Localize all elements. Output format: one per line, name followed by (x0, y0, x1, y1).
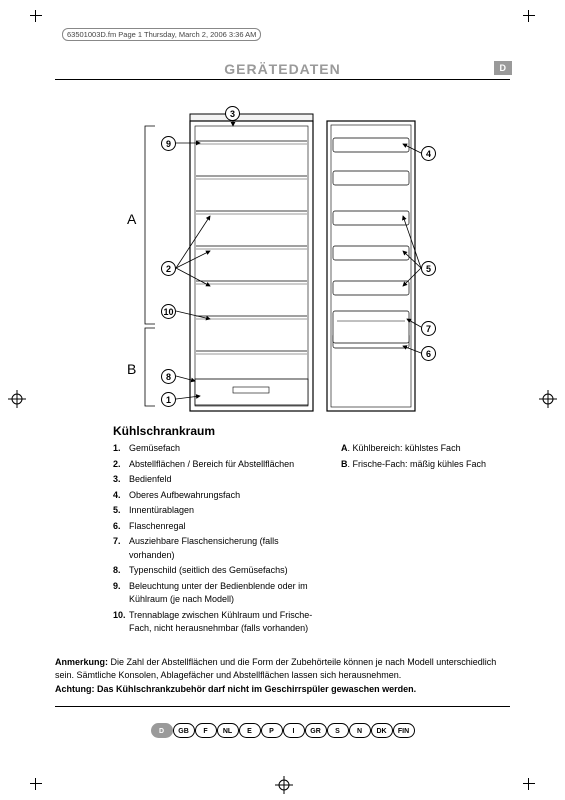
language-pill[interactable]: P (261, 723, 283, 738)
registration-mark (275, 776, 293, 794)
page-content: GERÄTEDATEN D 12345678910AB Kühlschrankr… (55, 55, 510, 745)
header-rule (55, 79, 510, 80)
note-block: Anmerkung: Die Zahl der Abstellflächen u… (55, 656, 510, 697)
page-title: GERÄTEDATEN (224, 61, 341, 77)
legend-item: 4.Oberes Aufbewahrungsfach (113, 489, 323, 503)
zone-label: B (127, 361, 136, 377)
page-header: GERÄTEDATEN D (55, 61, 510, 80)
zone-label: A (127, 211, 136, 227)
legend-item-number: 1. (113, 442, 129, 456)
note-text: Die Zahl der Abstellflächen und die Form… (55, 657, 496, 681)
language-pill[interactable]: FIN (393, 723, 415, 738)
legend-item-number: 4. (113, 489, 129, 503)
callout-circle: 8 (161, 369, 176, 384)
language-pill[interactable]: GB (173, 723, 195, 738)
registration-mark (8, 390, 26, 408)
legend-item: 5.Innentürablagen (113, 504, 323, 518)
language-pill[interactable]: GR (305, 723, 327, 738)
file-header: 63501003D.fm Page 1 Thursday, March 2, 2… (62, 28, 261, 41)
bottom-rule (55, 706, 510, 707)
zone-a-text: Kühlbereich: kühlstes Fach (353, 443, 461, 453)
language-pill[interactable]: I (283, 723, 305, 738)
legend-item: 6.Flaschenregal (113, 520, 323, 534)
legend-item-text: Flaschenregal (129, 520, 186, 534)
callout-circle: 1 (161, 392, 176, 407)
legend-item-text: Gemüsefach (129, 442, 180, 456)
callout-circle: 7 (421, 321, 436, 336)
legend-numbered: 1.Gemüsefach2.Abstellflächen / Bereich f… (113, 442, 323, 638)
legend-item: 1.Gemüsefach (113, 442, 323, 456)
zone-a-key: A (341, 443, 348, 453)
language-pill[interactable]: S (327, 723, 349, 738)
zone-b-text: Frische-Fach: mäßig kühles Fach (353, 459, 487, 469)
language-pill[interactable]: F (195, 723, 217, 738)
legend-row: 1.Gemüsefach2.Abstellflächen / Bereich f… (55, 442, 510, 638)
crop-mark (30, 778, 42, 790)
language-strip: DGBFNLEPIGRSNDKFIN (55, 723, 510, 738)
legend-item-text: Oberes Aufbewahrungsfach (129, 489, 240, 503)
warning-label: Achtung: (55, 684, 95, 694)
language-pill[interactable]: DK (371, 723, 393, 738)
language-pill[interactable]: N (349, 723, 371, 738)
callout-circle: 4 (421, 146, 436, 161)
registration-mark (539, 390, 557, 408)
legend-item: 2.Abstellflächen / Bereich für Abstellfl… (113, 458, 323, 472)
legend-item: 9.Beleuchtung unter der Bedienblende ode… (113, 580, 323, 607)
callout-circle: 10 (161, 304, 176, 319)
legend-item: 3.Bedienfeld (113, 473, 323, 487)
language-pill[interactable]: NL (217, 723, 239, 738)
callout-circle: 5 (421, 261, 436, 276)
legend-item-text: Trennablage zwischen Kühlraum und Frisch… (129, 609, 323, 636)
legend-item-text: Typenschild (seitlich des Gemüsefachs) (129, 564, 288, 578)
callout-circle: 6 (421, 346, 436, 361)
crop-mark (523, 778, 535, 790)
language-pill[interactable]: E (239, 723, 261, 738)
diagram-svg (55, 86, 510, 416)
legend-item-number: 9. (113, 580, 129, 607)
section-title: Kühlschrankraum (113, 424, 510, 438)
warning-text: Das Kühlschrankzubehör darf nicht im Ges… (97, 684, 416, 694)
legend-item-number: 2. (113, 458, 129, 472)
language-badge: D (494, 61, 513, 75)
legend-item-text: Innentürablagen (129, 504, 194, 518)
legend-item-number: 7. (113, 535, 129, 562)
legend-item: 8.Typenschild (seitlich des Gemüsefachs) (113, 564, 323, 578)
crop-mark (523, 10, 535, 22)
legend-zones: A. Kühlbereich: kühlstes Fach B. Frische… (341, 442, 486, 638)
legend-item-number: 8. (113, 564, 129, 578)
legend-item: 7.Ausziehbare Flaschensicherung (falls v… (113, 535, 323, 562)
note-label: Anmerkung: (55, 657, 108, 667)
legend-item-text: Beleuchtung unter der Bedienblende oder … (129, 580, 323, 607)
legend-item-text: Bedienfeld (129, 473, 172, 487)
callout-circle: 9 (161, 136, 176, 151)
legend-item-number: 10. (113, 609, 129, 636)
legend-item-number: 3. (113, 473, 129, 487)
legend-item: 10.Trennablage zwischen Kühlraum und Fri… (113, 609, 323, 636)
legend-item-number: 5. (113, 504, 129, 518)
callout-circle: 3 (225, 106, 240, 121)
legend-item-text: Ausziehbare Flaschensicherung (falls vor… (129, 535, 323, 562)
callout-circle: 2 (161, 261, 176, 276)
crop-mark (30, 10, 42, 22)
legend-item-text: Abstellflächen / Bereich für Abstellfläc… (129, 458, 294, 472)
legend-item-number: 6. (113, 520, 129, 534)
language-pill[interactable]: D (151, 723, 173, 738)
zone-b-key: B (341, 459, 348, 469)
appliance-diagram: 1 2 3 4 5 6 7 8 9 10 A B (55, 86, 510, 416)
